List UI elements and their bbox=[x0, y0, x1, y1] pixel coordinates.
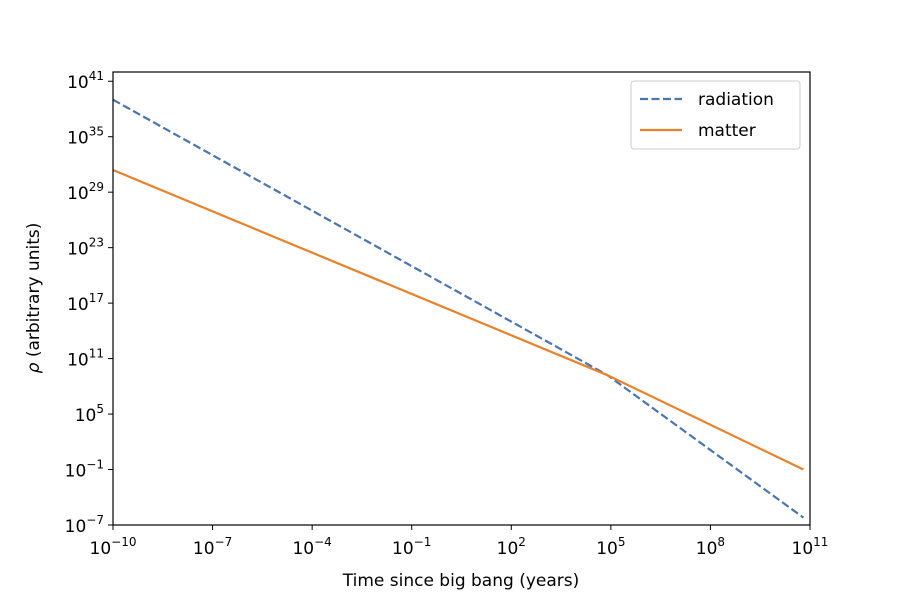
legend: radiation matter bbox=[630, 80, 801, 150]
y-tick-exponent: −1 bbox=[86, 458, 104, 472]
y-axis-label: ρ (arbitrary units) bbox=[24, 223, 44, 374]
x-tick-exponent: 8 bbox=[717, 535, 725, 549]
series-line-matter bbox=[112, 168, 804, 471]
x-tick-base: 10 bbox=[392, 539, 414, 559]
x-tick-exponent: −1 bbox=[414, 535, 432, 549]
y-tick-label: 1035 bbox=[67, 125, 104, 149]
y-tick-base: 10 bbox=[65, 462, 87, 482]
y-tick-label: 1017 bbox=[67, 291, 104, 315]
y-tick-label: 1023 bbox=[67, 236, 104, 260]
y-tick-exponent: 5 bbox=[96, 402, 104, 416]
x-tick-label: 10−10 bbox=[90, 535, 137, 559]
x-tick-label: 1011 bbox=[792, 535, 829, 559]
x-tick-base: 10 bbox=[292, 539, 314, 559]
y-tick-base: 10 bbox=[67, 129, 89, 149]
x-axis-label: Time since big bang (years) bbox=[342, 571, 580, 591]
x-tick-exponent: −10 bbox=[111, 535, 136, 549]
y-tick-base: 10 bbox=[67, 295, 89, 315]
legend-box bbox=[630, 80, 801, 150]
x-tick-base: 10 bbox=[596, 539, 618, 559]
y-tick-base: 10 bbox=[67, 240, 89, 260]
x-axis: 10−10 10−7 10−4 10−1 102 105 108 1011 bbox=[90, 525, 829, 559]
x-tick-base: 10 bbox=[497, 539, 519, 559]
y-tick-exponent: 35 bbox=[89, 125, 104, 139]
y-tick-label: 10−7 bbox=[65, 513, 104, 537]
y-tick-exponent: 23 bbox=[89, 236, 104, 250]
y-tick-label: 1041 bbox=[67, 69, 104, 93]
x-tick-label: 10−1 bbox=[392, 535, 431, 559]
y-tick-label: 1011 bbox=[67, 347, 104, 371]
y-tick-exponent: 17 bbox=[89, 291, 104, 305]
x-tick-base: 10 bbox=[193, 539, 215, 559]
y-tick-exponent: 41 bbox=[89, 69, 104, 83]
x-tick-exponent: 5 bbox=[618, 535, 626, 549]
legend-label-matter: matter bbox=[698, 121, 756, 141]
y-tick-base: 10 bbox=[75, 406, 97, 426]
x-tick-label: 10−4 bbox=[292, 535, 331, 559]
y-tick-base: 10 bbox=[67, 184, 89, 204]
y-tick-label: 10−1 bbox=[65, 458, 104, 482]
x-tick-exponent: −4 bbox=[314, 535, 332, 549]
x-tick-base: 10 bbox=[90, 539, 112, 559]
x-tick-exponent: −7 bbox=[215, 535, 233, 549]
x-tick-base: 10 bbox=[696, 539, 718, 559]
plot-frame bbox=[112, 71, 811, 526]
y-tick-exponent: −7 bbox=[86, 513, 104, 527]
x-tick-label: 10−7 bbox=[193, 535, 232, 559]
y-axis-label-text: (arbitrary units) bbox=[24, 223, 44, 363]
x-tick-label: 102 bbox=[497, 535, 526, 559]
y-tick-exponent: 11 bbox=[89, 347, 104, 361]
series-layer bbox=[112, 98, 805, 519]
y-tick-exponent: 29 bbox=[89, 180, 104, 194]
y-axis-symbol: ρ bbox=[24, 362, 44, 373]
y-tick-base: 10 bbox=[67, 73, 89, 93]
y-tick-base: 10 bbox=[65, 517, 87, 537]
x-tick-label: 108 bbox=[696, 535, 725, 559]
y-tick-label: 105 bbox=[75, 402, 104, 426]
series-line-radiation bbox=[112, 98, 805, 519]
x-tick-exponent: 2 bbox=[518, 535, 526, 549]
legend-label-radiation: radiation bbox=[698, 90, 774, 110]
x-tick-label: 105 bbox=[596, 535, 625, 559]
x-tick-exponent: 11 bbox=[813, 535, 828, 549]
x-tick-base: 10 bbox=[792, 539, 814, 559]
y-tick-base: 10 bbox=[67, 351, 89, 371]
y-tick-label: 1029 bbox=[67, 180, 104, 204]
